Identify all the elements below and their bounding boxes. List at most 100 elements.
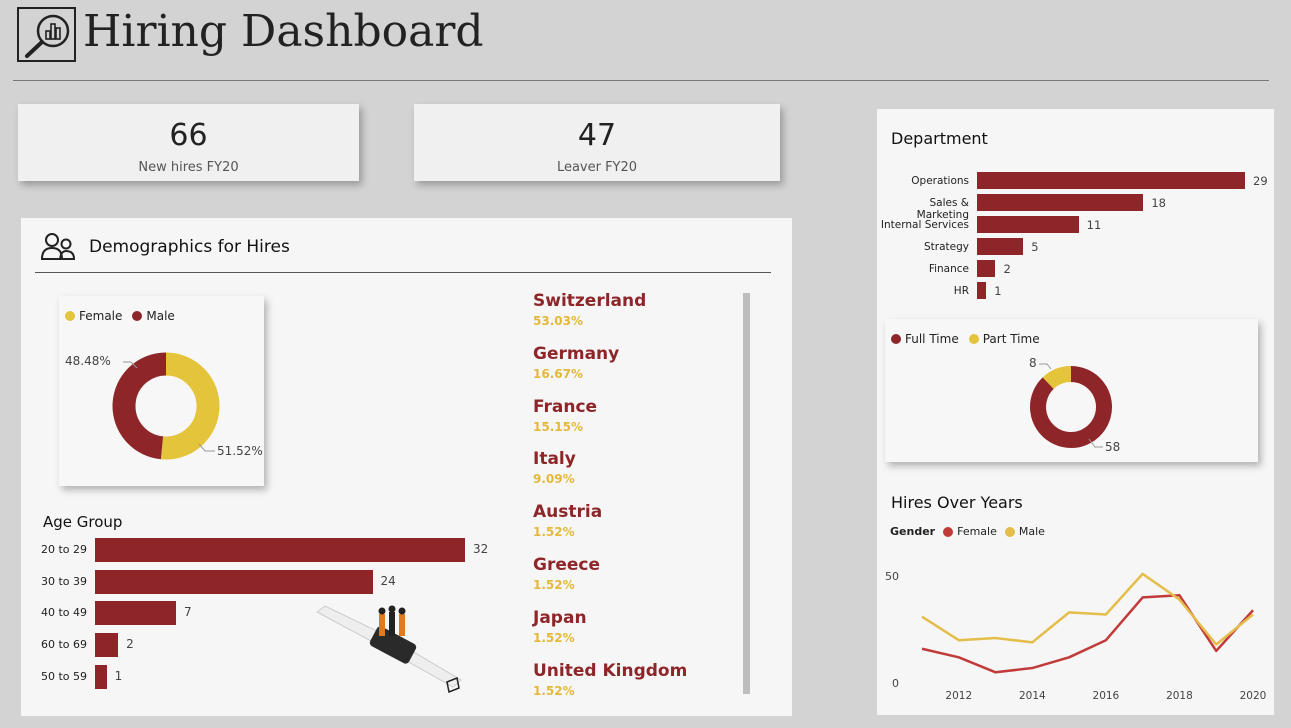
bar-value-strategy: 5: [1031, 240, 1039, 254]
employment-donut-card[interactable]: Full Time Part Time 8 58: [885, 319, 1258, 462]
country-pct: 1.52%: [533, 525, 575, 540]
kpi-value: 47: [577, 118, 617, 153]
bar-value-finance: 2: [1003, 262, 1011, 276]
country-item-germany[interactable]: Germany 16.67%: [533, 344, 619, 381]
bar-value-30-to-39: 24: [380, 573, 396, 588]
legend-title: Gender: [890, 525, 936, 538]
bar-value-20-to-29: 32: [473, 542, 489, 556]
bar-50-to-59[interactable]: [95, 664, 107, 689]
kpi-card-new-hires[interactable]: 66 New hires FY20: [18, 104, 359, 181]
x-tick-2014: 2014: [1019, 690, 1046, 702]
bar-30-to-39[interactable]: [95, 569, 373, 594]
donut-slice-male[interactable]: [112, 352, 167, 460]
x-tick-2020: 2020: [1240, 690, 1267, 702]
page-title: Hiring Dashboard: [83, 6, 484, 57]
legend-label-part-time[interactable]: Part Time: [982, 332, 1040, 346]
department-title: Department: [891, 129, 988, 148]
legend-dot-full-time: [891, 334, 901, 344]
leader-line-male: [123, 361, 138, 369]
country-name: Switzerland: [533, 291, 647, 311]
gender-legend: Female Male: [65, 309, 175, 323]
country-item-austria[interactable]: Austria 1.52%: [533, 502, 602, 539]
bar-hr[interactable]: [977, 282, 987, 299]
bar-label-operations: Operations: [911, 175, 969, 187]
smartwatch-illustration-icon: [313, 602, 473, 706]
donut-slice-part-time[interactable]: [1042, 366, 1072, 390]
bar-40-to-49[interactable]: [95, 601, 176, 626]
bar-60-to-69[interactable]: [95, 633, 119, 658]
country-list-scrollbar[interactable]: [743, 293, 750, 694]
bar-strategy[interactable]: [977, 238, 1024, 255]
y-tick-50: 50: [885, 570, 899, 583]
bar-label-60-to-69: 60 to 69: [40, 638, 87, 652]
bar-value-60-to-69: 2: [126, 637, 134, 652]
legend-label-full-time[interactable]: Full Time: [905, 332, 959, 346]
country-pct: 15.15%: [533, 419, 583, 434]
bar-value-internal-services: 11: [1086, 218, 1102, 232]
bar-value-50-to-59: 1: [114, 668, 123, 683]
demographics-title: Demographics for Hires: [89, 237, 290, 257]
hires-over-years-title: Hires Over Years: [891, 493, 1023, 512]
country-item-france[interactable]: France 15.15%: [533, 397, 597, 434]
bar-label-sales-marketing: Sales & Marketing: [916, 197, 969, 221]
bar-label-20-to-29: 20 to 29: [40, 543, 87, 556]
country-pct: 16.67%: [533, 366, 583, 381]
country-item-greece[interactable]: Greece 1.52%: [533, 555, 600, 592]
hires-legend: Gender Female Male: [890, 525, 1045, 538]
country-name: Germany: [533, 343, 620, 364]
kpi-label: New hires FY20: [138, 160, 239, 175]
leader-line-full-time: [1088, 438, 1103, 448]
age-group-bar-chart[interactable]: 20 to 29 32 30 to 39 24 40 to 49 7 60 to 69 2 50…: [21, 536, 521, 696]
y-tick-0: 0: [892, 677, 899, 690]
bar-label-30-to-39: 30 to 39: [40, 574, 87, 588]
line-series-female[interactable]: [921, 594, 1254, 674]
legend-label-female[interactable]: Female: [957, 525, 997, 538]
legend-dot-part-time: [968, 334, 979, 344]
hires-line-chart[interactable]: 0 50 2012 2014 2016 2018 2020: [877, 549, 1274, 715]
legend-label-female[interactable]: Female: [79, 309, 123, 323]
dashboard-logo-icon: [17, 7, 76, 62]
country-pct: 53.03%: [533, 314, 583, 328]
country-name: Japan: [533, 607, 587, 628]
bar-value-operations: 29: [1253, 174, 1268, 188]
bar-internal-services[interactable]: [977, 216, 1079, 233]
kpi-label: Leaver FY20: [556, 160, 638, 175]
legend-label-male[interactable]: Male: [1018, 525, 1045, 538]
gender-donut-chart[interactable]: [59, 296, 264, 486]
donut-slice-full-time[interactable]: [1030, 366, 1112, 448]
country-pct: 1.52%: [533, 578, 575, 592]
female-pct-label: 51.52%: [217, 444, 263, 458]
country-name: Italy: [533, 449, 576, 470]
bar-label-hr: HR: [953, 285, 969, 297]
country-pct: 1.52%: [533, 630, 575, 645]
country-name: Greece: [533, 555, 601, 575]
bar-operations[interactable]: [977, 172, 1245, 189]
country-item-switzerland[interactable]: Switzerland 53.03%: [533, 291, 646, 328]
bar-label-strategy: Strategy: [924, 241, 969, 253]
country-item-united-kingdom[interactable]: United Kingdom 1.52%: [533, 661, 687, 698]
bar-sales-marketing[interactable]: [977, 194, 1144, 211]
leader-line-part-time: [1039, 363, 1052, 370]
legend-label-male[interactable]: Male: [146, 309, 175, 323]
employment-donut-chart[interactable]: [885, 319, 1258, 462]
bar-finance[interactable]: [977, 260, 996, 277]
country-item-italy[interactable]: Italy 9.09%: [533, 449, 576, 486]
people-icon: [40, 232, 77, 266]
section-divider: [35, 272, 771, 273]
kpi-card-leavers[interactable]: 47 Leaver FY20: [414, 104, 780, 181]
x-tick-2018: 2018: [1166, 690, 1193, 702]
x-tick-2016: 2016: [1093, 690, 1120, 702]
right-panel: Department Operations 29 Sales & Marketing…: [877, 109, 1274, 715]
bar-20-to-29[interactable]: [95, 538, 465, 562]
donut-slice-female[interactable]: [160, 352, 220, 460]
bar-value-hr: 1: [994, 284, 1002, 298]
part-time-count-label: 8: [1029, 356, 1037, 370]
full-time-count-label: 58: [1105, 440, 1121, 454]
department-bar-chart[interactable]: Operations 29 Sales & Marketing 18 Internal …: [877, 171, 1274, 301]
header-divider: [13, 80, 1269, 81]
gender-donut-card[interactable]: Female Male 48.48% 51.52%: [59, 296, 264, 486]
line-series-male[interactable]: [921, 572, 1254, 646]
bar-value-sales-marketing: 18: [1151, 196, 1166, 210]
country-item-japan[interactable]: Japan 1.52%: [533, 608, 587, 645]
legend-dot-male: [1004, 526, 1015, 537]
